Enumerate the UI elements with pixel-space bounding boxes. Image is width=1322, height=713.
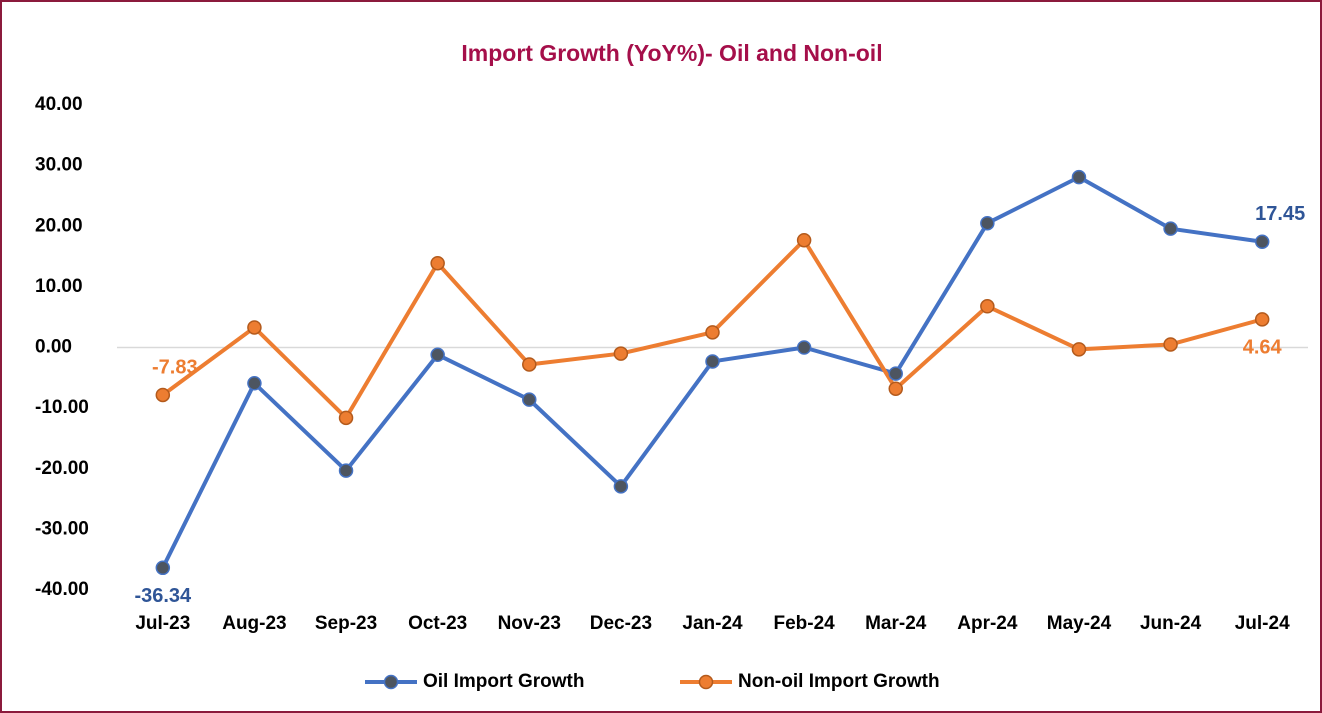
marker — [705, 354, 720, 369]
marker — [1254, 312, 1270, 327]
y-tick-label: -40.00 — [35, 579, 89, 600]
marker — [155, 387, 171, 403]
marker — [888, 366, 903, 381]
chart-title: Import Growth (YoY%)- Oil and Non-oil — [461, 40, 882, 66]
marker — [796, 232, 812, 248]
x-tick-label: Jun-24 — [1140, 613, 1202, 634]
marker — [247, 320, 262, 335]
marker — [1071, 169, 1087, 185]
y-tick-label: 10.00 — [35, 276, 83, 297]
y-tick-label: 40.00 — [35, 94, 83, 115]
legend-label: Oil Import Growth — [423, 671, 585, 692]
marker — [796, 340, 812, 355]
marker — [430, 255, 445, 271]
x-tick-label: Dec-23 — [590, 613, 652, 634]
legend-marker — [383, 674, 399, 690]
x-tick-label: Aug-23 — [222, 613, 286, 634]
y-tick-label: -20.00 — [35, 458, 89, 479]
y-tick-label: -10.00 — [35, 397, 89, 418]
marker — [338, 463, 354, 478]
x-tick-label: Feb-24 — [773, 613, 835, 634]
x-tick-label: Apr-24 — [957, 613, 1018, 634]
legend-marker — [698, 674, 714, 690]
data-label: -36.34 — [134, 585, 192, 607]
x-tick-label: Mar-24 — [865, 613, 927, 634]
x-tick-label: Sep-23 — [315, 613, 377, 634]
marker — [613, 346, 629, 361]
data-label: 17.45 — [1255, 203, 1305, 225]
marker — [980, 299, 995, 314]
marker — [247, 376, 262, 391]
marker — [1163, 337, 1178, 352]
legend-label: Non-oil Import Growth — [738, 671, 940, 692]
marker — [888, 381, 903, 396]
marker — [430, 347, 445, 363]
marker — [613, 479, 629, 494]
x-tick-label: Nov-23 — [498, 613, 561, 634]
data-label: 4.64 — [1243, 337, 1283, 359]
x-tick-label: Jan-24 — [682, 613, 743, 634]
y-tick-label: -30.00 — [35, 518, 89, 539]
marker — [155, 560, 171, 576]
x-tick-label: May-24 — [1047, 613, 1112, 634]
x-tick-label: Oct-23 — [408, 613, 467, 634]
marker — [522, 357, 537, 372]
y-tick-label: 0.00 — [35, 337, 72, 358]
y-tick-label: 20.00 — [35, 215, 83, 236]
marker — [1163, 221, 1178, 236]
x-tick-label: Jul-23 — [135, 613, 190, 634]
marker — [522, 392, 537, 407]
x-tick-label: Jul-24 — [1235, 613, 1290, 634]
marker — [1071, 342, 1087, 357]
data-label: -7.83 — [152, 356, 198, 378]
marker — [1254, 234, 1270, 249]
y-tick-label: 30.00 — [35, 155, 83, 176]
marker — [705, 325, 720, 340]
marker — [980, 215, 995, 231]
marker — [338, 410, 354, 426]
